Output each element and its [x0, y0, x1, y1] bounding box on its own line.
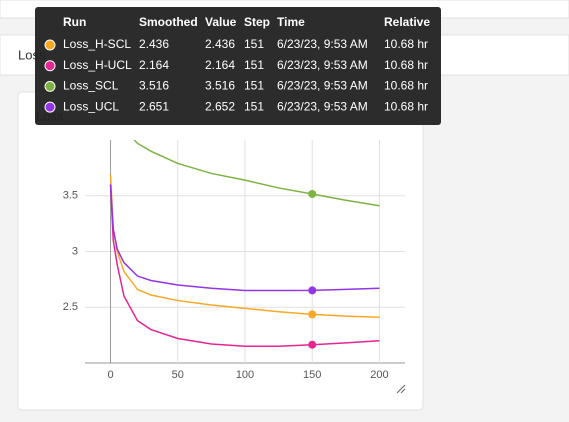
- tooltip-cell: 151: [244, 58, 264, 72]
- tooltip-cell: 10.68 hr: [384, 79, 428, 93]
- tooltip-cell: 2.436: [139, 37, 169, 51]
- tooltip-cell: 6/23/23, 9:53 AM: [277, 58, 368, 72]
- highlight-dot: [308, 189, 317, 198]
- x-tick-label: 50: [172, 369, 184, 381]
- y-tick-label: 3.5: [63, 190, 78, 202]
- tooltip-header: Run: [63, 15, 86, 29]
- tooltip-cell: 151: [244, 99, 264, 113]
- tooltip-cell: 10.68 hr: [384, 58, 428, 72]
- tooltip-header: Time: [277, 15, 305, 29]
- run-name: Loss_SCL: [63, 79, 119, 93]
- run-name: Loss_H-UCL: [63, 58, 132, 72]
- y-tick-label: 2.5: [63, 301, 78, 313]
- tooltip-cell: 2.651: [139, 99, 169, 113]
- x-tick-label: 150: [303, 369, 321, 381]
- tooltip-cell: 2.164: [139, 58, 169, 72]
- tooltip-cell: 10.68 hr: [384, 37, 428, 51]
- run-dot: [44, 80, 56, 92]
- tooltip-header: Value: [205, 15, 237, 29]
- highlight-dot: [308, 340, 317, 349]
- x-tick-label: 200: [370, 369, 388, 381]
- x-tick-label: 0: [107, 369, 113, 381]
- run-dot: [44, 39, 56, 51]
- x-tick-label: 100: [236, 369, 254, 381]
- tooltip-cell: 2.164: [205, 58, 235, 72]
- tooltip-header: Step: [244, 15, 270, 29]
- tooltip-cell: 6/23/23, 9:53 AM: [277, 99, 368, 113]
- tooltip-cell: 2.436: [205, 37, 235, 51]
- run-name: Loss_UCL: [63, 99, 119, 113]
- run-dot: [44, 60, 56, 72]
- y-tick-label: 3: [72, 245, 78, 257]
- tooltip-bg: [35, 7, 441, 125]
- tooltip-cell: 6/23/23, 9:53 AM: [277, 79, 368, 93]
- highlight-dot: [308, 286, 317, 295]
- tooltip-cell: 151: [244, 79, 264, 93]
- tooltip-cell: 10.68 hr: [384, 99, 428, 113]
- run-dot: [44, 101, 56, 113]
- tooltip-header: Relative: [384, 15, 430, 29]
- run-name: Loss_H-SCL: [63, 37, 131, 51]
- tooltip-cell: 6/23/23, 9:53 AM: [277, 37, 368, 51]
- tooltip-cell: 3.516: [139, 79, 169, 93]
- tooltip: Run Smoothed Value Step Time Relative Loss_H-S…: [35, 7, 441, 125]
- tooltip-cell: 151: [244, 37, 264, 51]
- highlight-dot: [308, 310, 317, 319]
- tooltip-header: Smoothed: [139, 15, 198, 29]
- resize-handle[interactable]: [396, 384, 406, 394]
- tooltip-cell: 2.652: [205, 99, 235, 113]
- tooltip-cell: 3.516: [205, 79, 235, 93]
